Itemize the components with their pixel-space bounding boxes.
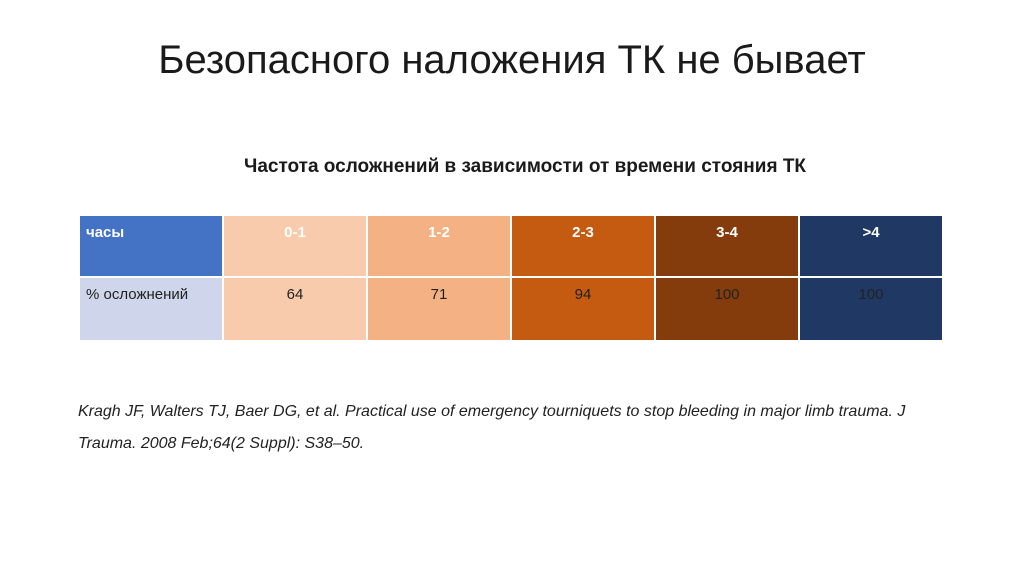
slide-title: Безопасного наложения ТК не бывает [158,38,866,82]
cell: 94 [510,276,656,342]
cell: 71 [366,276,512,342]
header-cell: 2-3 [510,214,656,278]
header-row: часы 0-1 1-2 2-3 3-4 >4 [78,214,944,278]
data-row: % осложнений 64 71 94 100 100 [78,276,944,342]
row-label: % осложнений [78,276,224,342]
cell: 100 [798,276,944,342]
data-table: часы 0-1 1-2 2-3 3-4 >4 % осложнений 64 … [78,214,944,342]
header-cell: 3-4 [654,214,800,278]
table-caption: Частота осложнений в зависимости от врем… [243,156,807,177]
header-cell: 1-2 [366,214,512,278]
cell: 64 [222,276,368,342]
citation: Kragh JF, Walters TJ, Baer DG, et al. Pr… [78,403,906,452]
header-cell: 0-1 [222,214,368,278]
header-cell: >4 [798,214,944,278]
header-cell: часы [78,214,224,278]
cell: 100 [654,276,800,342]
